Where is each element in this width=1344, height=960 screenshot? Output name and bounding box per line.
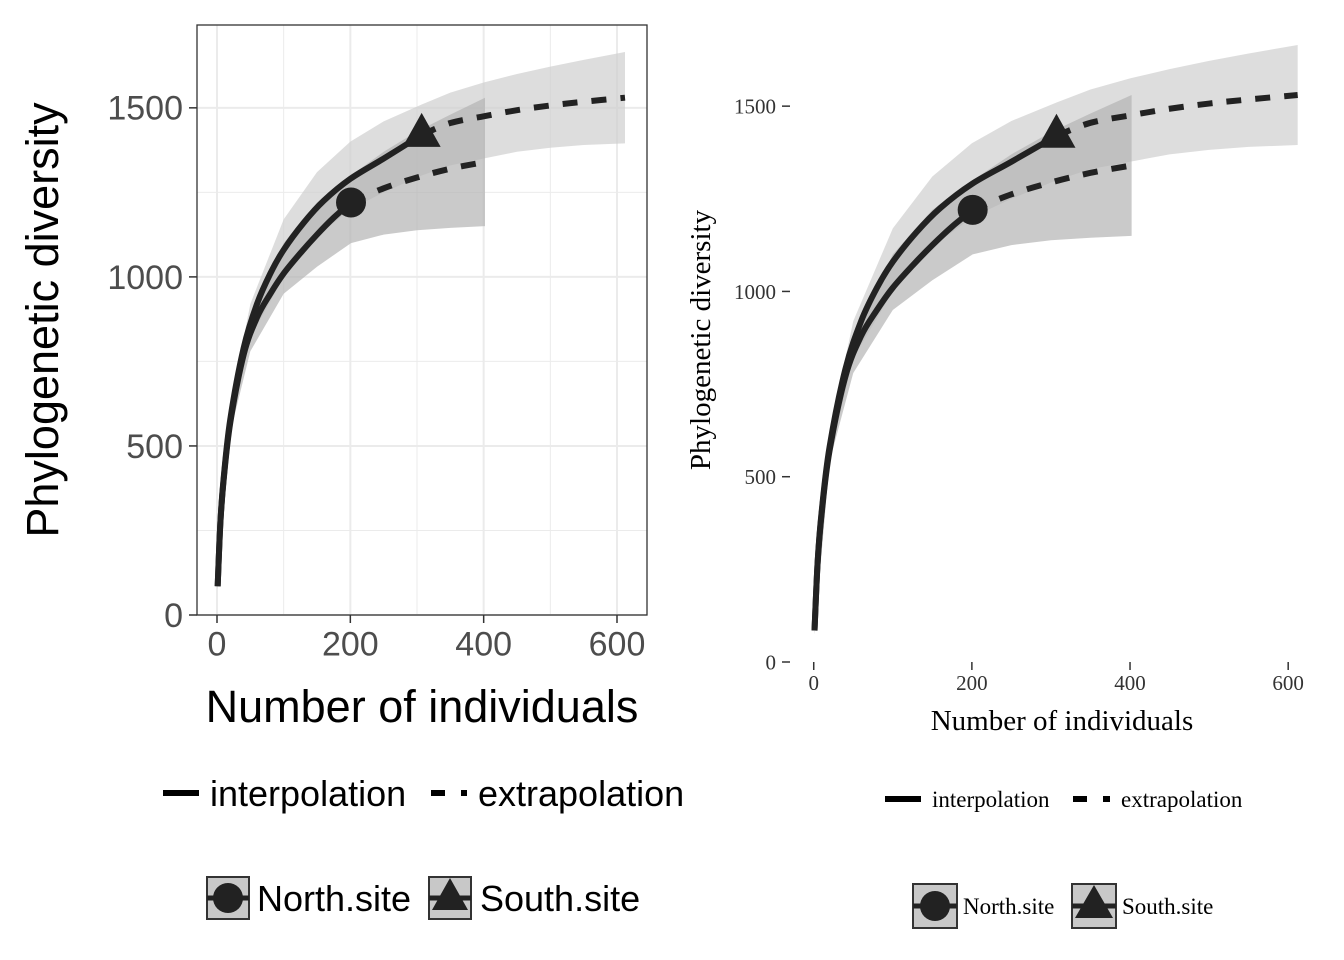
left-confidence-bands [217,52,625,590]
right-legend-label-south: South.site [1122,894,1213,919]
right-observed-point-south-site [1037,113,1076,148]
left-interpolation-line-south-site [214,132,424,587]
right-legend-label-north: North.site [963,894,1054,919]
right-y-tick-label-1: 500 [745,465,777,489]
left-legend-label-extrapolation: extrapolation [478,773,684,814]
left-legend-method: interpolation extrapolation [163,773,684,814]
right-legend-marker-south-triangle [1075,885,1113,918]
left-legend-marker-south-triangle [432,878,468,910]
left-x-tick-label-3: 600 [589,625,646,663]
left-observed-point-north-site [336,187,366,218]
right-legend-method: interpolation extrapolation [885,787,1243,812]
left-extrapolation-line-south-site [420,94,626,138]
left-legend-label-interpolation: interpolation [210,773,406,814]
right-x-axis-title: Number of individuals [931,705,1194,737]
left-legend-label-south: South.site [480,878,640,919]
left-x-tick-label-1: 200 [322,625,379,663]
right-ci-band-south-site [814,45,1298,635]
right-x-tick-label-0: 0 [808,671,819,695]
right-observed-markers [957,113,1076,225]
right-x-tick-label-3: 600 [1272,671,1304,695]
right-extrapolation-line-south-site [1055,92,1298,139]
right-interpolation-line-south-site [811,133,1058,631]
left-x-tick-label-0: 0 [208,625,227,663]
left-plot-border [196,24,648,616]
left-curves [214,94,626,587]
right-legend-marker-north-circle [920,891,950,921]
left-y-tick-label-0: 0 [164,597,183,635]
left-x-axis-title: Number of individuals [206,681,639,732]
right-curves [811,92,1298,631]
right-legend-label-interpolation: interpolation [932,787,1050,812]
left-legend-marker-north-circle [213,883,243,913]
right-x-tick-label-1: 200 [956,671,988,695]
right-confidence-bands [814,45,1298,635]
left-y-axis-title: Phylogenetic diversity [17,102,68,538]
left-ci-band-south-site [217,52,625,590]
right-y-tick-label-2: 1000 [734,280,776,304]
left-extrapolation-line-north-site [349,158,486,206]
right-legend-site: North.site South.site [912,883,1213,929]
left-x-tick-label-2: 400 [455,625,512,663]
right-y-tick-label-0: 0 [766,650,777,674]
right-legend-label-extrapolation: extrapolation [1121,787,1243,812]
right-observed-point-north-site [957,194,988,225]
right-x-tick-label-2: 400 [1114,671,1146,695]
left-ci-band-north-site [217,97,485,590]
left-legend-label-north: North.site [257,878,411,919]
left-observed-markers [336,112,441,218]
right-chart-panel: 0 200 400 600 0 500 1000 1500 Number of individ… [685,45,1304,929]
left-y-tick-label-1: 500 [126,428,183,466]
left-observed-point-south-site [402,112,441,147]
left-axis-ticks: 0 200 400 600 0 500 1000 1500 [107,90,645,664]
right-axis-ticks: 0 200 400 600 0 500 1000 1500 [734,94,1304,694]
right-y-axis-title: Phylogenetic diversity [685,209,717,470]
left-y-tick-label-3: 1500 [107,90,183,128]
left-chart-panel: 0 200 400 600 0 500 1000 1500 Number of individ… [17,24,684,920]
left-y-tick-label-2: 1000 [107,259,183,297]
left-legend-site: North.site South.site [206,876,640,920]
right-y-tick-label-3: 1500 [734,94,776,118]
right-ci-band-north-site [814,95,1132,635]
